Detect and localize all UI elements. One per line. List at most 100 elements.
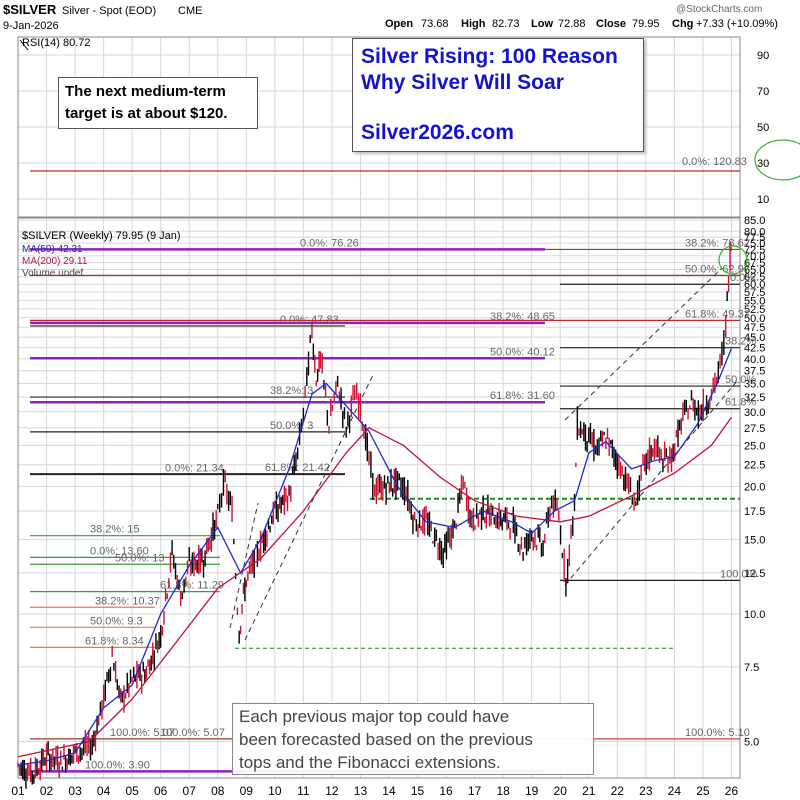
- x-tick-label: 26: [725, 784, 739, 798]
- rsi-tick-label: 50: [757, 122, 769, 134]
- x-tick-label: 09: [240, 784, 254, 798]
- rsi-tick-label: 30: [757, 158, 769, 170]
- ma200-line: [17, 417, 732, 758]
- description: Silver - Spot (EOD): [62, 5, 156, 17]
- y-tick-label: 72.5: [744, 244, 765, 256]
- fib-label: 100.0%: 5.07: [110, 727, 175, 739]
- open-value: 73.68: [421, 18, 449, 30]
- x-tick-label: 04: [97, 784, 111, 798]
- exchange: CME: [178, 5, 202, 17]
- price-axis: 5.0 7.5 10.0 12.5 15.0 17.5 20.0 22.5 25.0 27.5 30…: [744, 215, 765, 748]
- y-tick-label: 60.0: [744, 279, 765, 291]
- y-tick-label: 10.0: [744, 609, 765, 621]
- fib-label: 38.2%: 48.65: [490, 311, 555, 323]
- fib-label: 50.0%: 3: [270, 420, 313, 432]
- rsi-tick-label: 70: [757, 86, 769, 98]
- y-tick-label: 70.0: [744, 251, 765, 263]
- fib-label: 61.8%: 49.31: [685, 308, 750, 320]
- low-label: Low: [531, 18, 553, 30]
- x-tick-label: 24: [668, 784, 682, 798]
- y-tick-label: 27.5: [744, 423, 765, 435]
- y-tick-label: 42.5: [744, 343, 765, 355]
- y-tick-label: 50.0: [744, 313, 765, 325]
- x-tick-label: 20: [554, 784, 568, 798]
- fib-label: 61.8%: 31.60: [490, 390, 555, 402]
- promo-line-2: Why Silver Will Soar: [361, 71, 564, 94]
- rsi-tick-label: 10: [757, 194, 769, 206]
- close-label: Close: [596, 18, 626, 30]
- y-tick-label: 22.5: [744, 460, 765, 472]
- fib-label: 61.8%: 11.29: [160, 580, 224, 592]
- x-tick-label: 23: [639, 784, 653, 798]
- y-tick-label: 55.0: [744, 295, 765, 307]
- x-tick-label: 15: [411, 784, 425, 798]
- y-tick-label: 62.5: [744, 272, 765, 284]
- rsi-line: [19, 39, 29, 51]
- channel-line: [564, 379, 739, 586]
- rsi-target-label: 0.0%: 120.83: [682, 156, 747, 168]
- rsi-line-segment: [19, 39, 29, 51]
- y-tick-label: 17.5: [744, 506, 765, 518]
- x-tick-label: 21: [582, 784, 596, 798]
- target-note: The next medium-term target is at about …: [58, 77, 258, 129]
- y-tick-label: 67.5: [744, 258, 765, 270]
- open-label: Open: [385, 18, 413, 30]
- fib-label: 100.0%: 5.07: [160, 727, 225, 739]
- rsi-tick-label: 90: [757, 50, 769, 62]
- x-tick-label: 07: [183, 784, 197, 798]
- x-tick-label: 18: [496, 784, 510, 798]
- y-tick-label: 30.0: [744, 407, 765, 419]
- fib-label: 50.0%: 62.97: [685, 263, 750, 275]
- promo-line-3: Silver2026.com: [361, 121, 514, 144]
- y-tick-label: 35.0: [744, 378, 765, 390]
- fib-label: 50.0%: 13: [115, 552, 165, 564]
- x-tick-label: 16: [439, 784, 453, 798]
- fibonacci-levels: 0.0%: 76.26 38.2%: 48.65 50.0%: 40.12 61.8%…: [30, 170, 758, 773]
- note-line-3: tops and the Fibonacci extensions.: [239, 753, 501, 772]
- target-circle: [754, 139, 800, 181]
- price-title: $SILVER (Weekly) 79.95 (9 Jan): [22, 230, 181, 242]
- y-tick-label: 85.0: [744, 215, 765, 227]
- fib-label: 0.0%: 76.26: [300, 237, 359, 249]
- y-tick-label: 65.0: [744, 265, 765, 277]
- y-tick-label: 32.5: [744, 392, 765, 404]
- target-line-1: The next medium-term: [65, 83, 226, 100]
- y-tick-label: 57.5: [744, 287, 765, 299]
- low-value: 72.88: [558, 18, 586, 30]
- top-circle: [718, 245, 748, 275]
- channel-line: [229, 502, 259, 629]
- close-value: 79.95: [632, 18, 660, 30]
- y-tick-label: 12.5: [744, 568, 765, 580]
- fib-label: 38.2%: 10.37: [95, 595, 160, 607]
- y-tick-label: 40.0: [744, 354, 765, 366]
- date: 9-Jan-2026: [3, 20, 59, 32]
- fib-label: 61.8%: [725, 397, 756, 409]
- high-value: 82.73: [492, 18, 520, 30]
- x-axis: 01 02 03 04 05 06 07 08 09 10 11 12 13 14 15 16 17 18 19 20…: [11, 784, 738, 798]
- x-tick-label: 02: [40, 784, 54, 798]
- y-tick-label: 5.0: [744, 736, 759, 748]
- x-tick-label: 13: [354, 784, 368, 798]
- x-tick-label: 14: [382, 784, 396, 798]
- y-tick-label: 47.5: [744, 322, 765, 334]
- x-tick-label: 03: [68, 784, 82, 798]
- fib-label: 50.0%: 40.12: [490, 346, 555, 358]
- x-tick-label: 06: [154, 784, 168, 798]
- fib-label: 0.0%: [730, 272, 755, 284]
- chg-value: +7.33 (+10.09%): [696, 18, 778, 30]
- y-tick-label: 15.0: [744, 534, 765, 546]
- x-tick-label: 19: [525, 784, 539, 798]
- fib-label: 61.8%: 21.42: [265, 462, 330, 474]
- fib-label: 0.0%: 21.34: [165, 462, 224, 474]
- x-tick-label: 08: [211, 784, 225, 798]
- fib-label: 61.8%: 8.34: [85, 635, 144, 647]
- rsi-panel-frame: [17, 36, 741, 218]
- channel-line: [244, 374, 374, 641]
- fib-label: 100.0%: 3.90: [85, 759, 150, 771]
- rsi-label: RSI(14) 80.72: [22, 37, 90, 49]
- legend-volume: Volume undef: [22, 268, 83, 279]
- y-tick-label: 25.0: [744, 440, 765, 452]
- y-tick-label: 7.5: [744, 662, 759, 674]
- x-tick-label: 17: [468, 784, 482, 798]
